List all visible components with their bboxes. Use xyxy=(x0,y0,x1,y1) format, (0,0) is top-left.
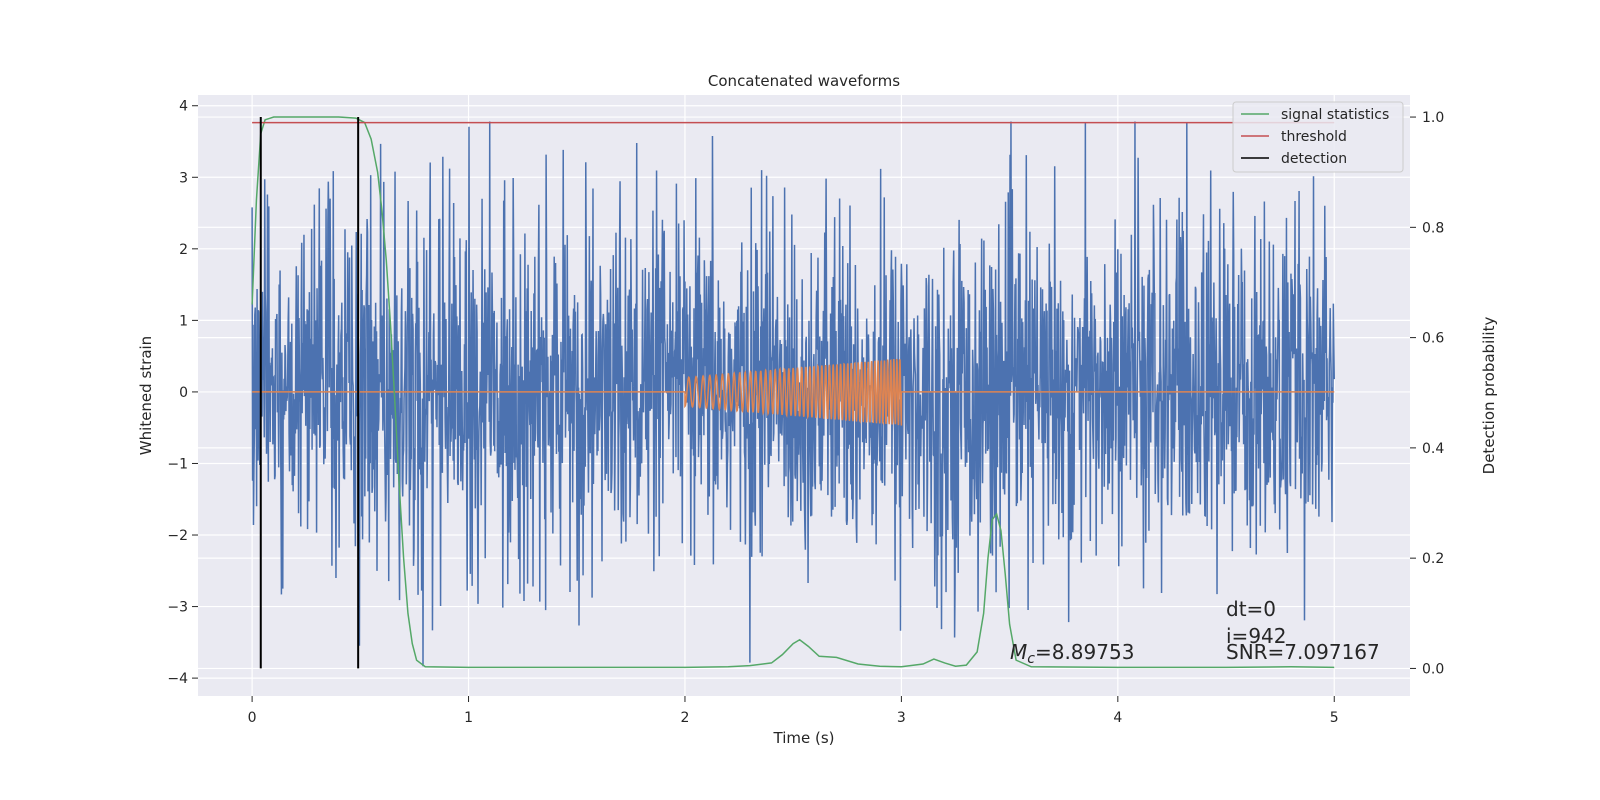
legend: signal statistics threshold detection xyxy=(1232,101,1404,173)
annotation-mc-value: =8.89753 xyxy=(1035,640,1134,664)
y2-tick-label: 0.4 xyxy=(1422,441,1444,457)
annotation-dt: dt=0 xyxy=(1226,597,1276,621)
series-template-chirp xyxy=(252,358,1335,426)
y2-tick-label: 1.0 xyxy=(1422,110,1444,126)
y-tick-label: 4 xyxy=(179,99,188,115)
series-signal-statistics xyxy=(251,116,1335,669)
legend-label-threshold: threshold xyxy=(1281,129,1347,145)
y-tick-label: 2 xyxy=(179,242,188,258)
legend-label-signal-statistics: signal statistics xyxy=(1281,107,1389,123)
annotation-mc-subscript: c xyxy=(1027,651,1035,667)
y-tick-label: −3 xyxy=(167,600,188,616)
y-tick-label: −2 xyxy=(167,528,188,544)
annotation-snr: SNR=7.097167 xyxy=(1226,640,1380,664)
y-tick-label: 3 xyxy=(179,170,188,186)
series-detection xyxy=(259,117,360,669)
x-tick-label: 0 xyxy=(248,710,257,726)
legend-box xyxy=(1232,101,1404,173)
y-tick-label: 1 xyxy=(179,313,188,329)
y-tick-label: −1 xyxy=(167,456,188,472)
y-axis-label: Whitened strain xyxy=(137,336,155,455)
y2-tick-label: 0.8 xyxy=(1422,220,1444,236)
x-tick-label: 1 xyxy=(464,710,473,726)
y2-tick-label: 0.0 xyxy=(1422,661,1444,677)
x-tick-label: 5 xyxy=(1330,710,1339,726)
legend-label-detection: detection xyxy=(1281,151,1347,167)
y2-tick-label: 0.2 xyxy=(1422,551,1444,567)
annotation-chirp-mass: Mc=8.89753 xyxy=(1010,640,1134,667)
x-tick-label: 2 xyxy=(681,710,690,726)
annotation-index: i=942 xyxy=(1226,624,1287,648)
axis-ticks: 0 1 2 3 4 5 −4 −3 −2 −1 0 1 2 3 4 0.0 0.2 0.4 0.6 0.8 1.0 xyxy=(167,99,1444,726)
series-layer xyxy=(251,116,1335,669)
y2-tick-label: 0.6 xyxy=(1422,331,1444,347)
y-tick-label: −4 xyxy=(167,671,188,687)
y2-axis-label: Detection probability xyxy=(1480,317,1498,475)
series-whitened-strain xyxy=(251,121,1335,667)
x-tick-label: 4 xyxy=(1113,710,1122,726)
annotation-mc-symbol: M xyxy=(1010,640,1027,664)
y-tick-label: 0 xyxy=(179,385,188,401)
chart-title: Concatenated waveforms xyxy=(708,72,900,90)
x-tick-label: 3 xyxy=(897,710,906,726)
x-axis-label: Time (s) xyxy=(773,729,835,747)
